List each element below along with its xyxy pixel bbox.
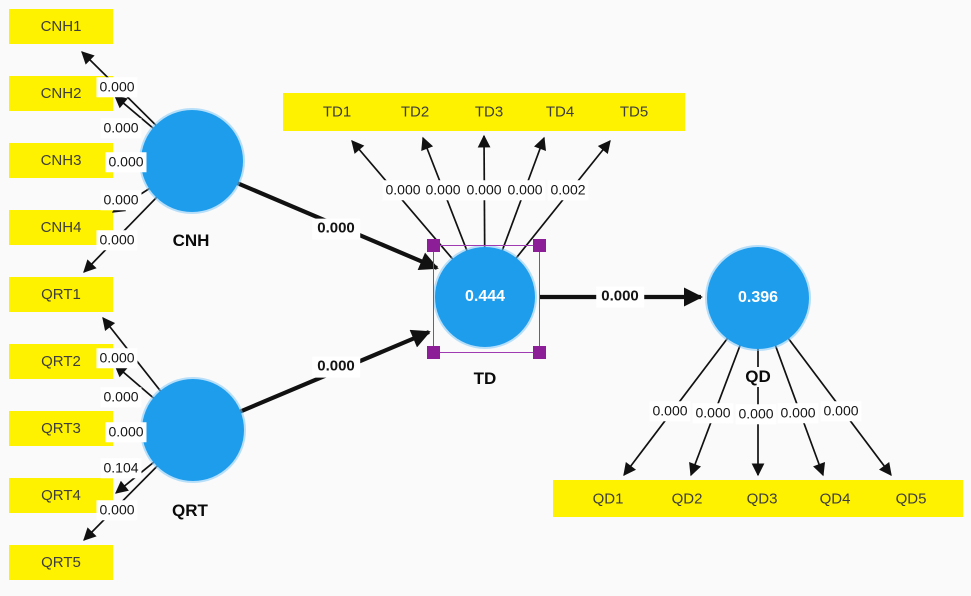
indicator-qrt4[interactable]: QRT4 xyxy=(9,478,113,513)
loading-qd-qd4[interactable]: 0.000 xyxy=(777,403,819,423)
loading-td-td5[interactable]: 0.002 xyxy=(547,180,589,200)
selection-box-td[interactable] xyxy=(427,239,546,359)
indicator-qd2[interactable]: QD2 xyxy=(671,490,703,507)
selection-handle-bottom-left[interactable] xyxy=(427,346,440,359)
indicator-td5[interactable]: TD5 xyxy=(619,103,649,121)
construct-circle-td[interactable]: 0.444 xyxy=(435,247,535,347)
td-r-squared-value: 0.444 xyxy=(464,288,506,305)
indicator-qrt1[interactable]: QRT1 xyxy=(9,277,113,312)
indicator-qd3[interactable]: QD3 xyxy=(746,490,778,507)
construct-circle-qd[interactable]: 0.396 xyxy=(707,247,809,349)
loading-qd-qd3[interactable]: 0.000 xyxy=(735,404,777,424)
indicator-qd1[interactable]: QD1 xyxy=(592,490,624,507)
loading-qd-qd2[interactable]: 0.000 xyxy=(692,403,734,423)
loading-cnh-cnh4[interactable]: 0.000 xyxy=(100,190,142,210)
loading-cnh-qrt1[interactable]: 0.000 xyxy=(96,230,138,250)
loading-td-td1[interactable]: 0.000 xyxy=(382,180,424,200)
indicator-qd4[interactable]: QD4 xyxy=(819,490,851,507)
loading-td-td4[interactable]: 0.000 xyxy=(504,180,546,200)
indicator-cnh1[interactable]: CNH1 xyxy=(9,9,113,44)
path-coefficient-td-qd[interactable]: 0.000 xyxy=(596,286,644,308)
path-coefficient-qrt-td[interactable]: 0.000 xyxy=(312,356,360,378)
indicator-qrt2[interactable]: QRT2 xyxy=(9,344,113,379)
loading-qrt-qrt3[interactable]: 0.000 xyxy=(105,422,147,442)
construct-label-qd[interactable]: QD xyxy=(742,367,774,387)
loading-qrt-qrt1[interactable]: 0.000 xyxy=(96,348,138,368)
indicator-td2[interactable]: TD2 xyxy=(400,103,430,121)
construct-label-td[interactable]: TD xyxy=(473,369,497,388)
construct-label-cnh[interactable]: CNH xyxy=(172,231,210,250)
loading-qrt-qrt2[interactable]: 0.000 xyxy=(100,387,142,407)
selection-handle-top-left[interactable] xyxy=(427,239,440,252)
selection-handle-bottom-right[interactable] xyxy=(533,346,546,359)
loading-cnh-cnh2[interactable]: 0.000 xyxy=(100,118,142,138)
indicator-td4[interactable]: TD4 xyxy=(545,103,575,121)
construct-circle-cnh[interactable] xyxy=(141,110,243,212)
indicator-cnh3[interactable]: CNH3 xyxy=(9,143,113,178)
indicator-cnh4[interactable]: CNH4 xyxy=(9,210,113,245)
construct-circle-qrt[interactable] xyxy=(142,379,244,481)
loading-cnh-cnh1[interactable]: 0.000 xyxy=(96,77,138,97)
loading-cnh-cnh3[interactable]: 0.000 xyxy=(105,152,147,172)
indicator-qrt5[interactable]: QRT5 xyxy=(9,545,113,580)
indicator-td1[interactable]: TD1 xyxy=(322,103,352,121)
path-coefficient-cnh-td[interactable]: 0.000 xyxy=(312,218,360,240)
construct-label-qrt[interactable]: QRT xyxy=(172,501,208,520)
loading-td-td3[interactable]: 0.000 xyxy=(463,180,505,200)
loading-qd-qd1[interactable]: 0.000 xyxy=(649,401,691,421)
indicator-band-td: TD1 TD2 TD3 TD4 TD5 xyxy=(283,93,685,131)
loading-td-td2[interactable]: 0.000 xyxy=(422,180,464,200)
qd-r-squared-value: 0.396 xyxy=(737,289,779,306)
indicator-td3[interactable]: TD3 xyxy=(474,103,504,121)
indicator-qd5[interactable]: QD5 xyxy=(895,490,927,507)
loading-qrt-qrt5[interactable]: 0.000 xyxy=(96,500,138,520)
indicator-qrt3[interactable]: QRT3 xyxy=(9,411,113,446)
indicator-cnh2[interactable]: CNH2 xyxy=(9,76,113,111)
loading-qd-qd5[interactable]: 0.000 xyxy=(820,401,862,421)
selection-handle-top-right[interactable] xyxy=(533,239,546,252)
indicator-band-qd: QD1 QD2 QD3 QD4 QD5 xyxy=(553,480,963,517)
loading-qrt-qrt4[interactable]: 0.104 xyxy=(100,458,142,478)
